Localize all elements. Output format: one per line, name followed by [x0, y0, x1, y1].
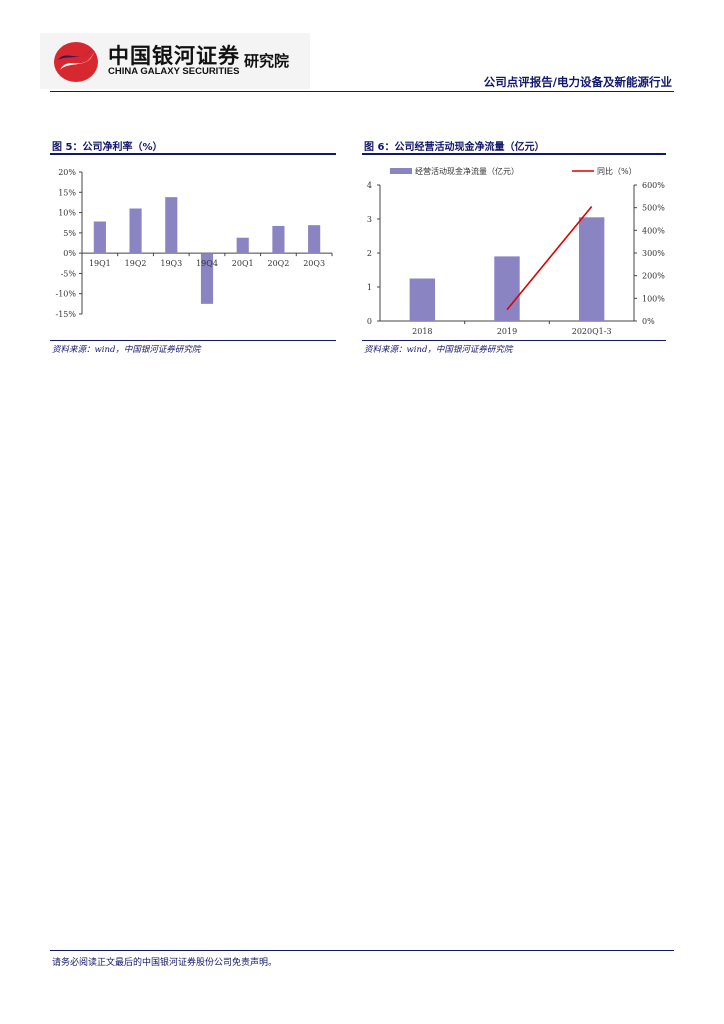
figure-6-top-rule [362, 153, 666, 155]
bar [409, 278, 436, 321]
x-tick-label: 2018 [412, 327, 432, 336]
bar [578, 217, 605, 321]
galaxy-logo-icon [54, 42, 98, 82]
y-tick-label: 4 [367, 181, 372, 190]
y-tick-label: 2 [367, 249, 372, 258]
y-tick-label: -5% [61, 269, 77, 278]
figure-6-title: 图 6：公司经营活动现金净流量（亿元） [364, 142, 545, 153]
x-tick-label: 2020Q1-3 [572, 327, 612, 336]
logo-english-name: CHINA GALAXY SECURITIES [108, 66, 240, 77]
yoy-line [506, 206, 593, 311]
header-divider [50, 91, 674, 92]
legend-swatch-bar [390, 168, 412, 174]
y-tick-label: 5% [63, 229, 76, 238]
y-tick-label: -15% [56, 310, 77, 319]
figure-5-source: 资料来源：wind，中国银河证券研究院 [52, 345, 201, 355]
y2-tick-label: 0% [642, 317, 655, 326]
bar [93, 221, 106, 254]
figure-5-title: 图 5：公司净利率（%） [52, 142, 163, 153]
bar [165, 197, 178, 254]
y2-tick-label: 500% [642, 204, 665, 213]
net-margin-chart: 20% 15% 10% 5% 0% -5% -10% -15% 19Q1 19Q2 19Q3 19Q4… [56, 168, 333, 319]
bar [200, 253, 214, 304]
bar [236, 237, 249, 254]
figure-5-top-rule [50, 153, 336, 155]
y-tick-label: 10% [58, 209, 76, 218]
report-type: 公司点评报告/电力设备及新能源行业 [483, 75, 672, 89]
y-tick-label: 20% [58, 168, 76, 177]
bar [494, 256, 520, 321]
footer-divider [50, 950, 674, 951]
bar [308, 225, 321, 254]
x-tick-label: 20Q2 [268, 259, 290, 268]
x-tick-label: 19Q4 [196, 259, 218, 268]
x-tick-label: 19Q3 [160, 259, 182, 268]
y2-tick-label: 600% [642, 181, 665, 190]
x-tick-label: 20Q3 [303, 259, 325, 268]
y-tick-label: 0% [63, 249, 76, 258]
figure-5-bottom-rule [50, 340, 336, 341]
y-tick-label: 1 [367, 283, 372, 292]
y-tick-label: 0 [367, 317, 372, 326]
y2-tick-label: 100% [642, 294, 665, 303]
legend-label-bar: 经营活动现金净流量（亿元） [415, 166, 519, 176]
operating-cash-flow-chart: 4 3 2 1 0 600% 500% 400% 300% 200% 100% 0% 2018 2019 2… [367, 166, 665, 336]
y-tick-label: -10% [56, 290, 77, 299]
x-tick-label: 20Q1 [232, 259, 254, 268]
institute-label: 研究院 [244, 52, 290, 70]
y-tick-label: 3 [367, 215, 372, 224]
legend-label-line: 同比（%） [597, 166, 637, 176]
logo-chinese-name: 中国银河证券 [108, 44, 240, 68]
y2-tick-label: 200% [642, 272, 665, 281]
bar [272, 225, 285, 254]
y2-tick-label: 300% [642, 249, 665, 258]
bar [129, 208, 142, 254]
x-tick-label: 19Q2 [125, 259, 147, 268]
figure-6-source: 资料来源：wind，中国银河证券研究院 [364, 345, 513, 355]
y2-tick-label: 400% [642, 226, 665, 235]
x-tick-label: 2019 [497, 327, 517, 336]
y-tick-label: 15% [58, 188, 76, 197]
x-tick-label: 19Q1 [89, 259, 111, 268]
figure-6-bottom-rule [362, 340, 666, 341]
footer-disclaimer: 请务必阅读正文最后的中国银河证券股份公司免责声明。 [52, 958, 278, 968]
